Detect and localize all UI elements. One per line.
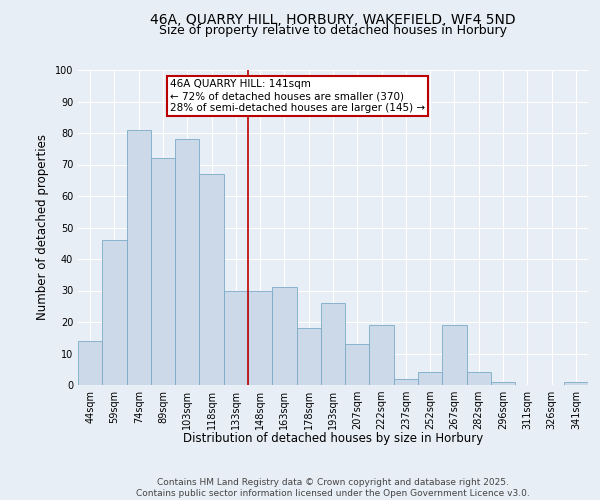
Bar <box>199 174 224 385</box>
Text: Size of property relative to detached houses in Horbury: Size of property relative to detached ho… <box>159 24 507 37</box>
Bar <box>370 325 394 385</box>
Bar <box>418 372 442 385</box>
Bar <box>102 240 127 385</box>
Text: 46A QUARRY HILL: 141sqm
← 72% of detached houses are smaller (370)
28% of semi-d: 46A QUARRY HILL: 141sqm ← 72% of detache… <box>170 80 425 112</box>
Bar <box>224 290 248 385</box>
Text: 46A, QUARRY HILL, HORBURY, WAKEFIELD, WF4 5ND: 46A, QUARRY HILL, HORBURY, WAKEFIELD, WF… <box>150 12 516 26</box>
Bar <box>248 290 272 385</box>
Bar <box>272 288 296 385</box>
Bar <box>345 344 370 385</box>
X-axis label: Distribution of detached houses by size in Horbury: Distribution of detached houses by size … <box>183 432 483 445</box>
Bar <box>127 130 151 385</box>
Bar <box>394 378 418 385</box>
Y-axis label: Number of detached properties: Number of detached properties <box>36 134 49 320</box>
Bar <box>467 372 491 385</box>
Bar <box>151 158 175 385</box>
Bar <box>296 328 321 385</box>
Bar <box>442 325 467 385</box>
Bar <box>175 140 199 385</box>
Bar <box>321 303 345 385</box>
Bar <box>78 341 102 385</box>
Text: Contains HM Land Registry data © Crown copyright and database right 2025.
Contai: Contains HM Land Registry data © Crown c… <box>136 478 530 498</box>
Bar <box>564 382 588 385</box>
Bar <box>491 382 515 385</box>
